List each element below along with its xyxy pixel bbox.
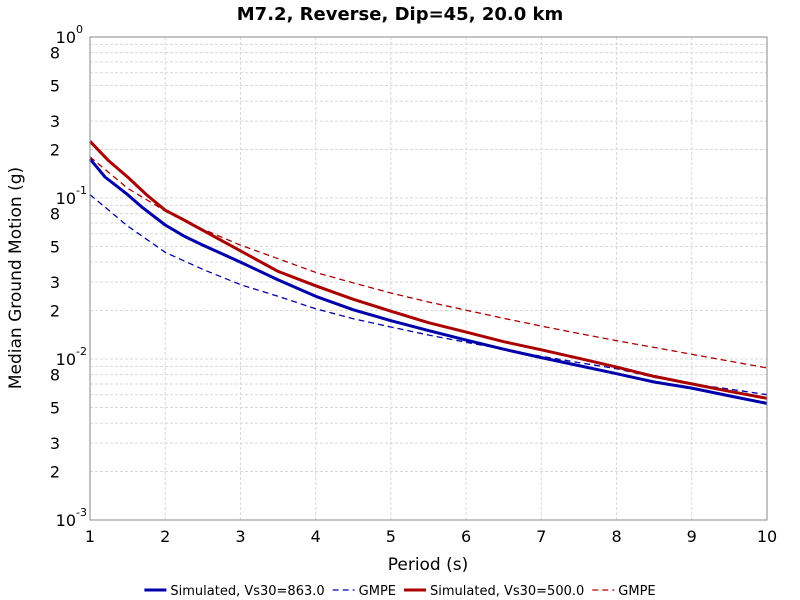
x-tick-label: 8 (611, 527, 621, 546)
x-tick-label: 3 (235, 527, 245, 546)
y-tick-label: 10 (56, 511, 76, 530)
y-minor-tick-label: 5 (50, 237, 60, 256)
y-minor-tick-label: 8 (50, 366, 60, 385)
x-tick-labels: 1 2 3 4 5 6 7 8 9 10 (85, 527, 777, 546)
series-line-0 (88, 157, 768, 405)
series-line-3 (89, 156, 768, 369)
legend-label-2: Simulated, Vs30=500.0 (430, 584, 584, 599)
series-line-2 (88, 140, 768, 400)
plot-frame (89, 36, 768, 521)
x-tick-label: 5 (386, 527, 396, 546)
x-tick-label: 9 (687, 527, 697, 546)
y-tick-exponent: -3 (76, 506, 87, 519)
y-minor-tick-label: 3 (50, 273, 60, 292)
legend-label-1: GMPE (359, 584, 396, 599)
legend-label-3: GMPE (618, 584, 655, 599)
grid (90, 37, 767, 520)
y-minor-tick-label: 8 (50, 44, 60, 63)
y-minor-tick-label: 3 (50, 434, 60, 453)
y-minor-tick-label: 5 (50, 398, 60, 417)
y-minor-tick-label: 2 (50, 463, 60, 482)
x-tick-label: 10 (757, 527, 777, 546)
x-tick-label: 1 (85, 527, 95, 546)
y-tick-label: 10 (56, 28, 76, 47)
legend: Simulated, Vs30=863.0 GMPE Simulated, Vs30… (144, 584, 656, 599)
x-tick-label: 4 (311, 527, 321, 546)
y-minor-tick-label: 2 (50, 141, 60, 160)
x-axis-label: Period (s) (388, 555, 469, 575)
y-minor-tick-label: 2 (50, 302, 60, 321)
y-tick-exponent: -2 (76, 345, 87, 358)
y-tick-label: 10 (56, 350, 76, 369)
x-tick-label: 6 (461, 527, 471, 546)
y-minor-tick-label: 3 (50, 112, 60, 131)
chart-title: M7.2, Reverse, Dip=45, 20.0 km (237, 4, 563, 25)
y-tick-label: 10 (56, 189, 76, 208)
y-axis-label: Median Ground Motion (g) (6, 167, 26, 389)
y-tick-exponent: -1 (76, 184, 87, 197)
x-tick-label: 7 (536, 527, 546, 546)
x-tick-label: 2 (160, 527, 170, 546)
legend-label-0: Simulated, Vs30=863.0 (170, 584, 324, 599)
y-tick-exponent: 0 (76, 23, 83, 36)
y-minor-tick-label: 8 (50, 205, 60, 224)
y-minor-tick-label: 5 (50, 76, 60, 95)
series-group (88, 140, 768, 405)
